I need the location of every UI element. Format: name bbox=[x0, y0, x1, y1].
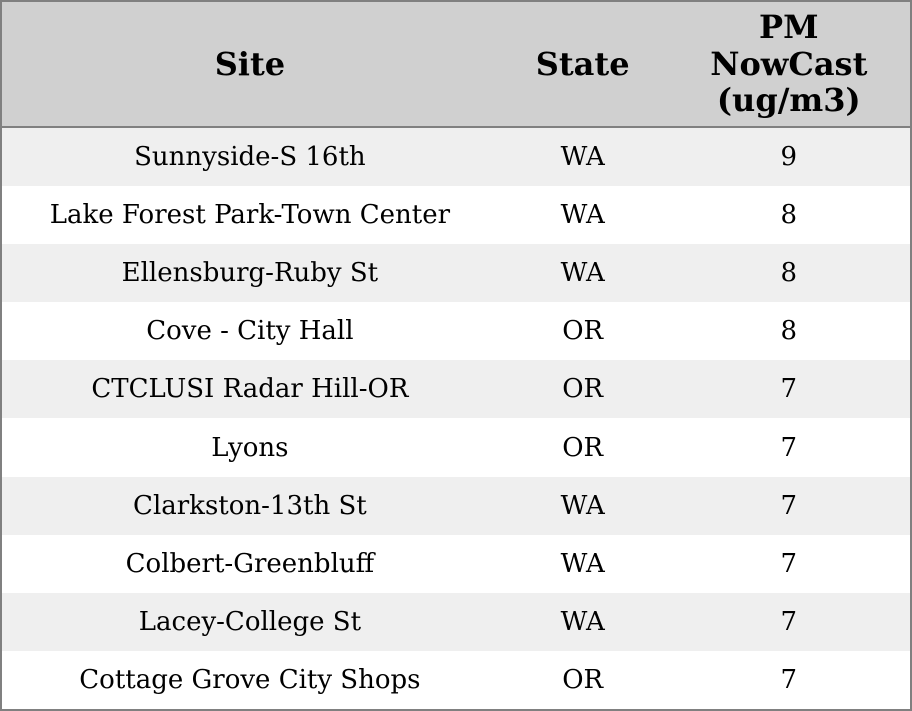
state-cell: WA bbox=[560, 142, 605, 173]
site-cell: Ellensburg-Ruby St bbox=[121, 258, 379, 289]
site-cell: Lake Forest Park-Town Center bbox=[49, 200, 451, 231]
state-cell: WA bbox=[560, 490, 605, 521]
pm-nowcast-cell: 8 bbox=[780, 258, 798, 289]
pm-nowcast-cell: 7 bbox=[780, 490, 798, 521]
site-cell: Lyons bbox=[211, 432, 289, 463]
site-cell: Clarkston-13th St bbox=[133, 490, 367, 521]
state-cell: WA bbox=[560, 200, 605, 231]
pm-nowcast-cell: 7 bbox=[780, 606, 798, 637]
table-body: Sunnyside-S 16th WA 9 Lake Forest Park-Town… bbox=[2, 127, 910, 709]
site-cell: Cottage Grove City Shops bbox=[79, 664, 421, 695]
col-header-site: Site bbox=[2, 2, 498, 128]
site-cell: Colbert-Greenbluff bbox=[125, 548, 375, 579]
table-row: Lake Forest Park-Town Center WA 8 bbox=[2, 186, 910, 245]
col-header-state: State bbox=[497, 2, 668, 128]
state-cell: OR bbox=[562, 374, 604, 405]
pm-nowcast-cell: 8 bbox=[780, 316, 798, 347]
state-cell: WA bbox=[560, 258, 605, 289]
col-header-pm-nowcast: PM NowCast (ug/m3) bbox=[667, 2, 910, 128]
table-row: Lyons OR 7 bbox=[2, 418, 910, 477]
table-row: Cove - City Hall OR 8 bbox=[2, 302, 910, 361]
table-row: Cottage Grove City Shops OR 7 bbox=[2, 650, 910, 709]
table-row: Sunnyside-S 16th WA 9 bbox=[2, 127, 910, 187]
header-row: Site State PM NowCast (ug/m3) bbox=[2, 2, 910, 128]
table-row: Clarkston-13th St WA 7 bbox=[2, 476, 910, 535]
state-cell: OR bbox=[562, 664, 604, 695]
pm-nowcast-cell: 9 bbox=[780, 142, 798, 173]
pm-nowcast-cell: 7 bbox=[780, 664, 798, 695]
table-row: Lacey-College St WA 7 bbox=[2, 592, 910, 651]
site-cell: Lacey-College St bbox=[138, 606, 362, 637]
state-cell: OR bbox=[562, 316, 604, 347]
pm-nowcast-cell: 7 bbox=[780, 374, 798, 405]
table-row: CTCLUSI Radar Hill-OR OR 7 bbox=[2, 360, 910, 419]
state-cell: WA bbox=[560, 606, 605, 637]
table-row: Ellensburg-Ruby St WA 8 bbox=[2, 244, 910, 303]
site-cell: Sunnyside-S 16th bbox=[134, 142, 366, 173]
state-cell: OR bbox=[562, 432, 604, 463]
table-row: Colbert-Greenbluff WA 7 bbox=[2, 534, 910, 593]
pm-nowcast-cell: 7 bbox=[780, 548, 798, 579]
pm-nowcast-cell: 8 bbox=[780, 200, 798, 231]
site-cell: Cove - City Hall bbox=[146, 316, 354, 347]
state-cell: WA bbox=[560, 548, 605, 579]
table-header: Site State PM NowCast (ug/m3) bbox=[2, 2, 910, 128]
pm-nowcast-cell: 7 bbox=[780, 432, 798, 463]
site-cell: CTCLUSI Radar Hill-OR bbox=[91, 374, 409, 405]
